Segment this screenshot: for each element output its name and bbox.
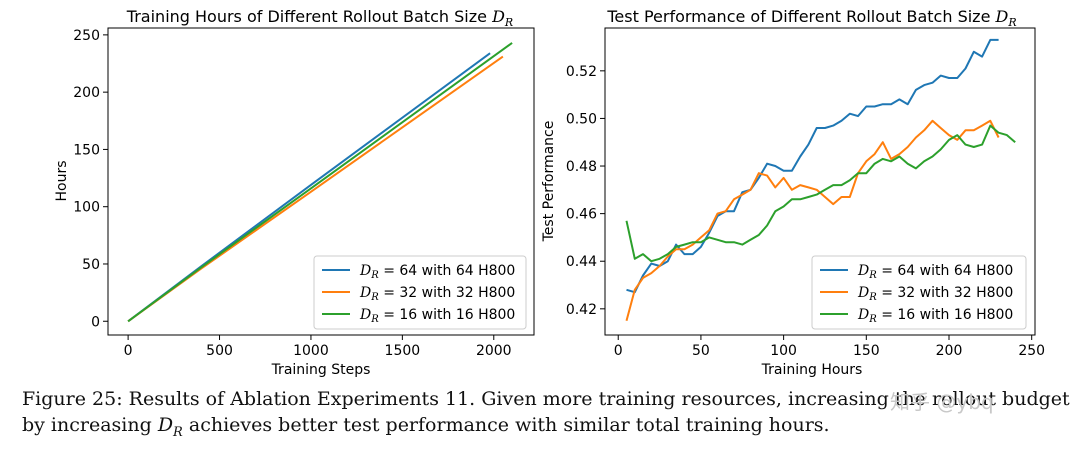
training-hours-chart: Training Hours of Different Rollout Batc… <box>54 7 535 378</box>
series-lines <box>127 42 513 323</box>
x-axis-ticks: 0 500 1000 1500 2000 <box>124 335 512 359</box>
caption-var-sub: R <box>173 424 183 440</box>
y-tick-label: 0.44 <box>566 254 597 270</box>
caption-line-2-end: achieves better test performance with si… <box>182 414 830 436</box>
y-tick-label: 200 <box>73 85 100 101</box>
x-tick-label: 0 <box>614 343 623 359</box>
y-axis-ticks: 0 50 100 150 200 250 <box>73 28 108 330</box>
legend-label: DR = 16 with 16 H800 <box>359 307 515 325</box>
x-tick-label: 0 <box>124 343 133 359</box>
series-line-blue <box>626 38 999 294</box>
figure-caption: Figure 25: Results of Ablation Experimen… <box>22 386 1072 446</box>
x-axis-label: Training Steps <box>271 362 371 378</box>
x-tick-label: 1500 <box>385 343 421 359</box>
test-performance-chart: Test Performance of Different Rollout Ba… <box>541 7 1045 378</box>
legend-label: DR = 32 with 32 H800 <box>359 285 515 303</box>
y-axis-label: Hours <box>54 160 70 201</box>
legend: DR = 64 with 64 H800 DR = 32 with 32 H80… <box>811 255 1027 330</box>
x-tick-label: 50 <box>692 343 710 359</box>
y-tick-label: 0 <box>91 314 100 330</box>
legend-label: DR = 64 with 64 H800 <box>359 263 515 281</box>
series-lines <box>625 38 1016 321</box>
x-tick-label: 1000 <box>293 343 329 359</box>
y-axis-ticks: 0.42 0.44 0.46 0.48 0.50 0.52 <box>566 64 605 318</box>
caption-var: D <box>157 414 174 436</box>
legend: DR = 64 with 64 H800 DR = 32 with 32 H80… <box>313 255 527 330</box>
figure: Training Hours of Different Rollout Batc… <box>54 7 1045 378</box>
y-tick-label: 50 <box>82 257 100 273</box>
y-tick-label: 0.50 <box>566 111 597 127</box>
y-tick-label: 0.46 <box>566 207 597 223</box>
legend-box <box>313 255 527 330</box>
caption-line-1: Figure 25: Results of Ablation Experimen… <box>22 388 1070 410</box>
caption-line-2-start: by increasing <box>22 414 158 436</box>
chart-title: Test Performance of Different Rollout Ba… <box>606 7 1016 29</box>
y-tick-label: 0.48 <box>566 159 597 175</box>
x-tick-label: 100 <box>770 343 797 359</box>
x-tick-label: 250 <box>1018 343 1045 359</box>
legend-box <box>811 255 1027 330</box>
y-tick-label: 250 <box>73 28 100 44</box>
series-line-orange <box>625 119 1000 321</box>
plot-frame <box>107 27 535 336</box>
x-axis-ticks: 0 50 100 150 200 250 <box>614 335 1045 359</box>
x-tick-label: 2000 <box>476 343 512 359</box>
chart-title: Training Hours of Different Rollout Batc… <box>126 7 513 29</box>
legend-label: DR = 64 with 64 H800 <box>857 263 1013 281</box>
x-tick-label: 500 <box>206 343 233 359</box>
legend-label: DR = 32 with 32 H800 <box>857 285 1013 303</box>
x-axis-label: Training Hours <box>761 362 863 378</box>
y-axis-label: Test Performance <box>541 121 557 243</box>
watermark: 知乎 @ybq <box>890 390 994 414</box>
series-line-green <box>127 42 513 323</box>
y-tick-label: 150 <box>73 142 100 158</box>
legend-label: DR = 16 with 16 H800 <box>857 307 1013 325</box>
x-tick-label: 200 <box>936 343 963 359</box>
x-tick-label: 150 <box>853 343 880 359</box>
y-tick-label: 100 <box>73 200 100 216</box>
y-tick-label: 0.42 <box>566 302 597 318</box>
y-tick-label: 0.52 <box>566 64 597 80</box>
plot-frame <box>604 27 1036 336</box>
series-line-green <box>625 124 1016 263</box>
